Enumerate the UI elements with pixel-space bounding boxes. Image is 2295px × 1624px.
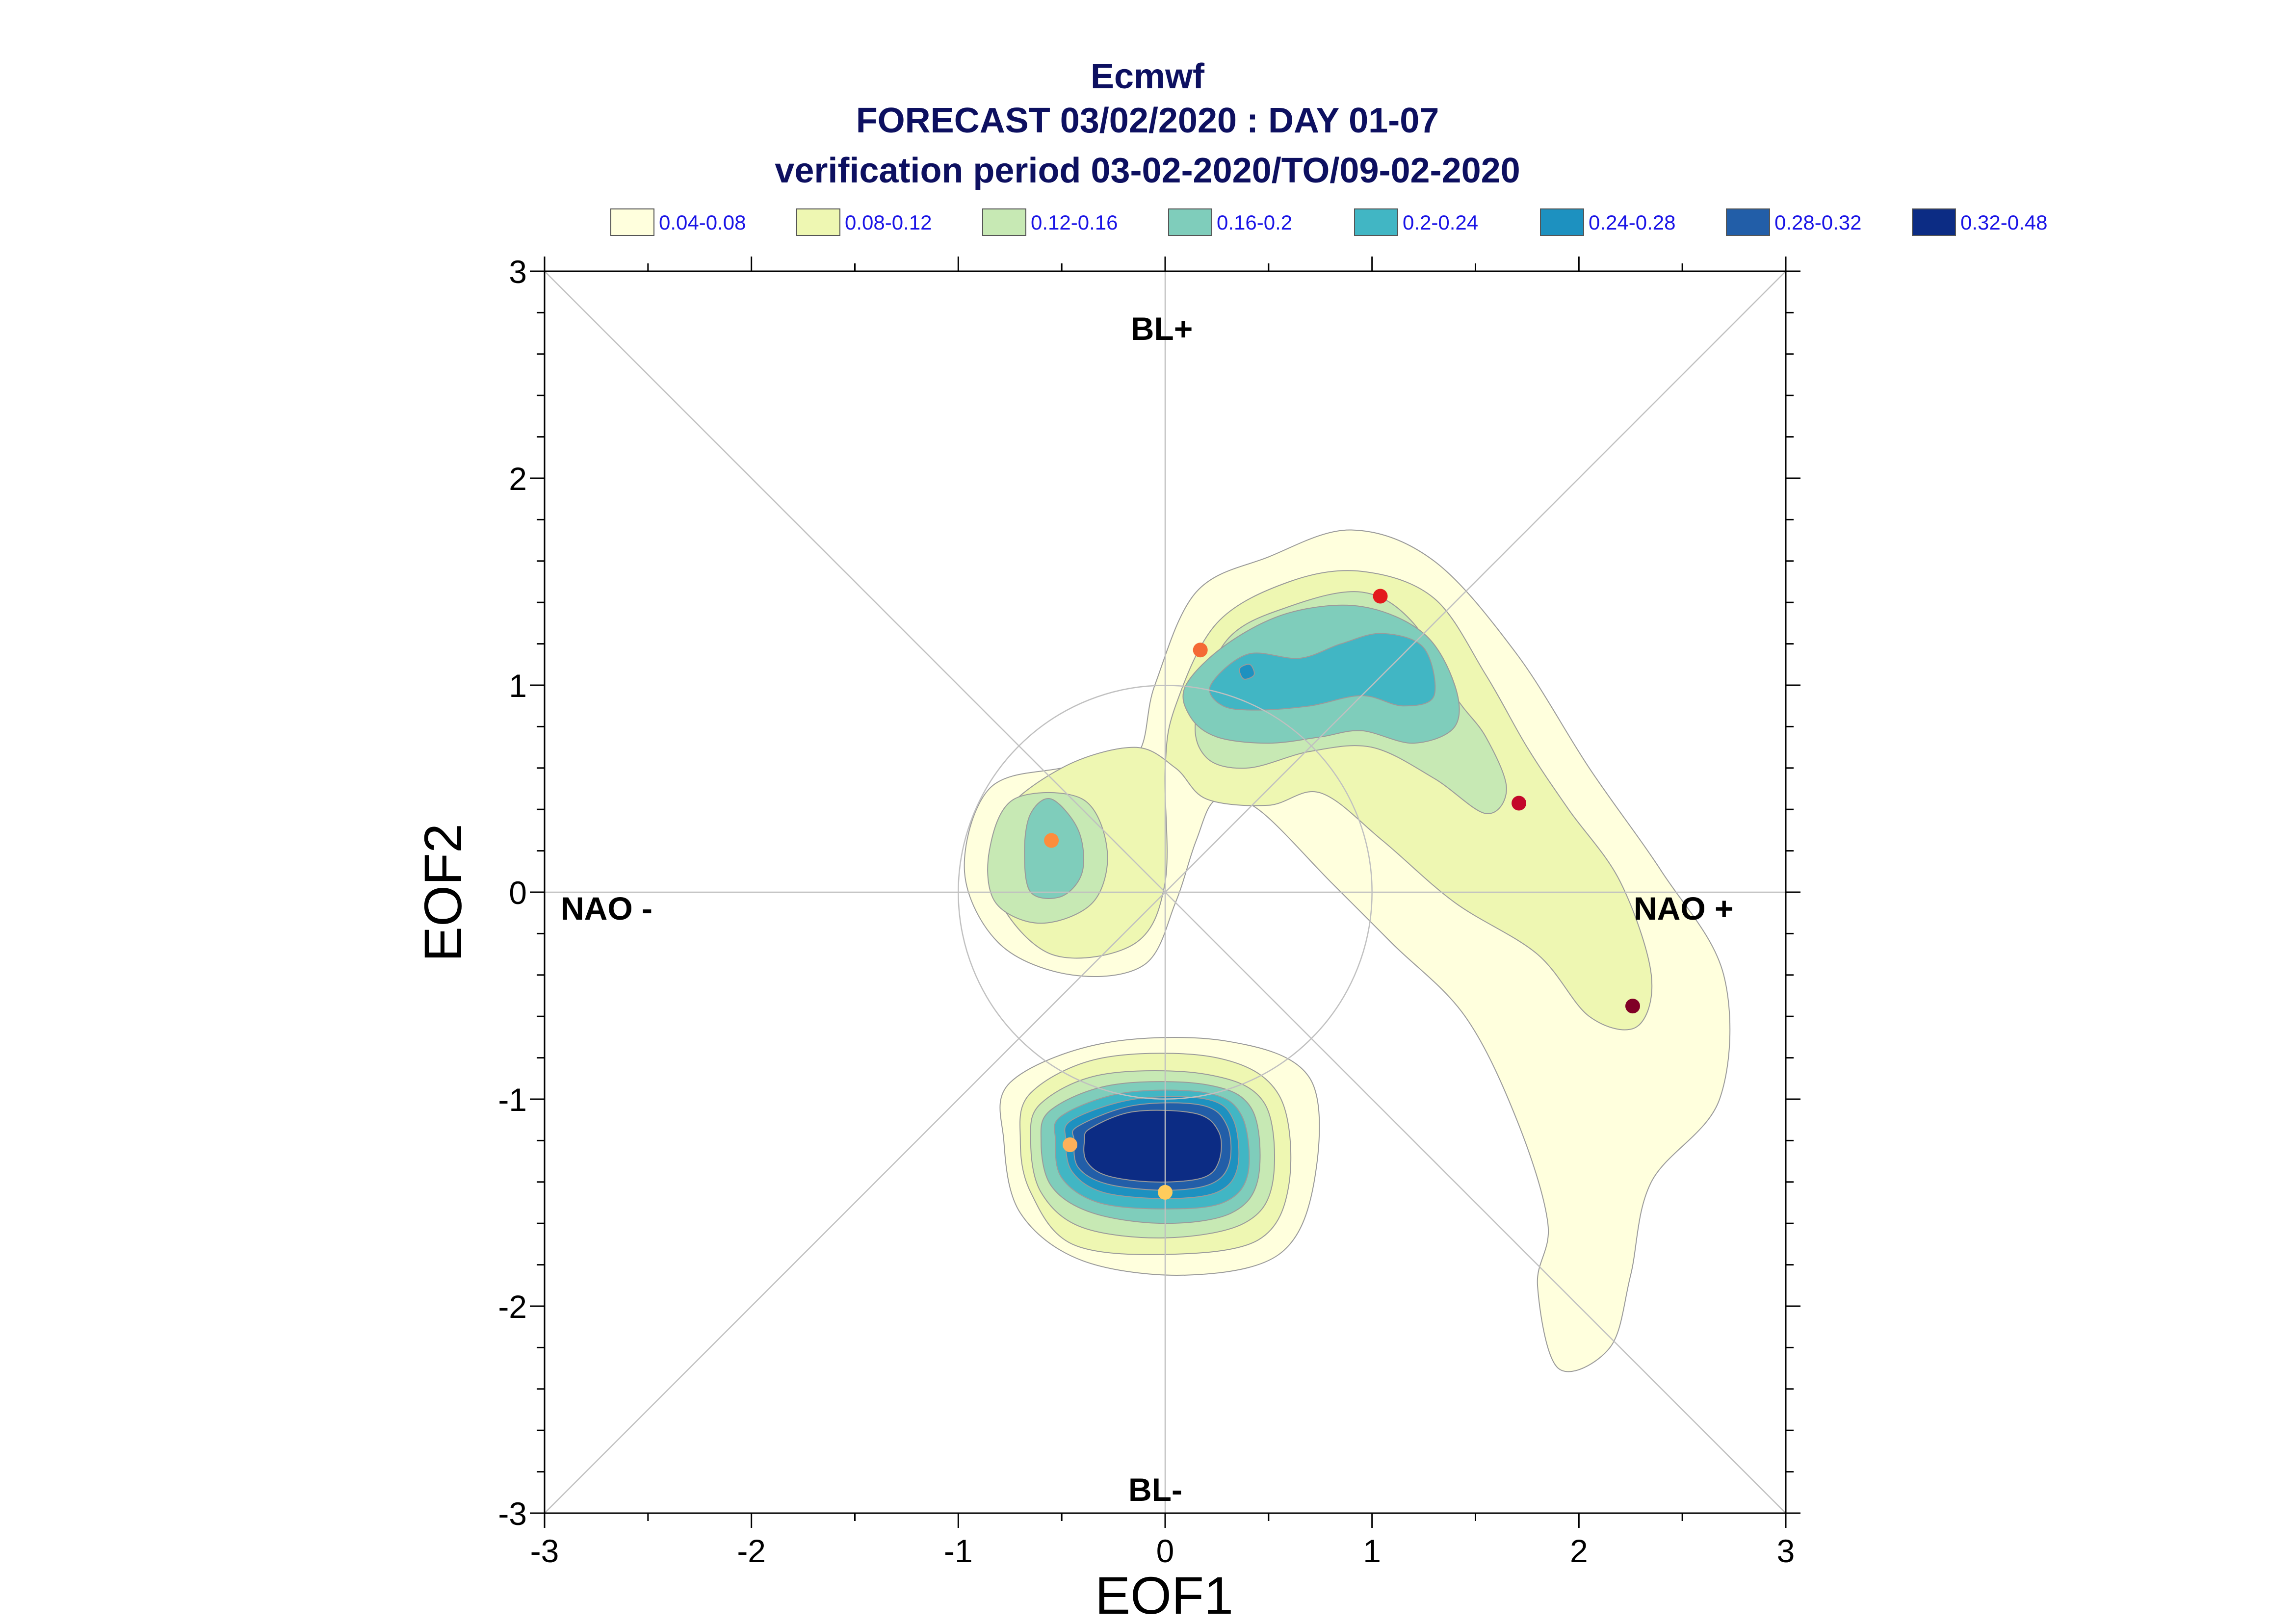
density-contour — [990, 570, 1653, 1031]
legend-label: 0.08-0.12 — [845, 211, 932, 234]
x-tick-label: 2 — [1570, 1533, 1588, 1569]
density-contour — [1209, 633, 1436, 711]
legend-label: 0.32-0.48 — [1960, 211, 2047, 234]
legend-swatch — [796, 208, 840, 236]
data-points — [1044, 589, 1640, 1200]
legend-swatch — [1726, 208, 1770, 236]
chart-title-line-2: FORECAST 03/02/2020 : DAY 01-07 — [856, 101, 1439, 140]
region-label-nao-minus: NAO - — [561, 890, 652, 927]
chart-title-line-1: Ecmwf — [1091, 57, 1205, 96]
y-tick-label: -3 — [498, 1495, 527, 1532]
region-label-nao-plus: NAO + — [1634, 890, 1734, 927]
density-contour — [1083, 1109, 1222, 1183]
y-tick-label: 2 — [509, 461, 527, 497]
legend-label: 0.2-0.24 — [1403, 211, 1478, 234]
x-axis-title: EOF1 — [1095, 1566, 1233, 1624]
density-contour — [1239, 664, 1255, 680]
legend-label: 0.04-0.08 — [659, 211, 746, 234]
data-point — [1158, 1185, 1173, 1200]
data-point — [1625, 999, 1640, 1014]
x-tick-label: 1 — [1363, 1533, 1381, 1569]
y-tick-label: 0 — [509, 875, 527, 911]
diagonal-guide — [544, 271, 1786, 1514]
region-label-bl-minus: BL- — [1128, 1471, 1182, 1508]
x-tick-label: -2 — [737, 1533, 766, 1569]
legend-swatch — [1354, 208, 1398, 236]
data-point — [1044, 833, 1059, 848]
data-point — [1373, 589, 1388, 604]
data-point — [1512, 796, 1527, 811]
density-contours — [964, 529, 1731, 1372]
x-tick-label: -3 — [530, 1533, 559, 1569]
legend-swatch — [1912, 208, 1956, 236]
x-tick-label: -1 — [944, 1533, 973, 1569]
x-tick-label: 0 — [1156, 1533, 1174, 1569]
legend-swatch — [982, 208, 1026, 236]
y-tick-label: -2 — [498, 1289, 527, 1325]
y-tick-label: 1 — [509, 668, 527, 704]
chart-title-line-3: verification period 03-02-2020/TO/09-02-… — [775, 151, 1520, 190]
legend-swatch — [1168, 208, 1212, 236]
legend-label: 0.24-0.28 — [1589, 211, 1675, 234]
region-label-bl-plus: BL+ — [1131, 310, 1193, 347]
data-point — [1063, 1137, 1078, 1152]
data-point — [1193, 643, 1208, 658]
reference-guides — [544, 271, 1786, 1514]
reference-circle — [958, 685, 1373, 1100]
y-axis-title: EOF2 — [413, 824, 472, 962]
legend-swatch — [1540, 208, 1584, 236]
legend-label: 0.28-0.32 — [1774, 211, 1861, 234]
y-tick-label: 3 — [509, 254, 527, 290]
legend-label: 0.12-0.16 — [1031, 211, 1118, 234]
x-tick-label: 3 — [1777, 1533, 1795, 1569]
legend-label: 0.16-0.2 — [1217, 211, 1292, 234]
density-contour — [1024, 798, 1084, 899]
legend: 0.04-0.08 0.08-0.12 0.12-0.16 0.16-0.2 0.2-0… — [610, 208, 2047, 236]
y-tick-label: -1 — [498, 1082, 527, 1118]
density-contour — [964, 529, 1731, 1372]
legend-swatch — [610, 208, 654, 236]
axes: -3 -2 -1 0 1 2 3 -3 -2 -1 0 1 2 3 — [498, 254, 1800, 1569]
